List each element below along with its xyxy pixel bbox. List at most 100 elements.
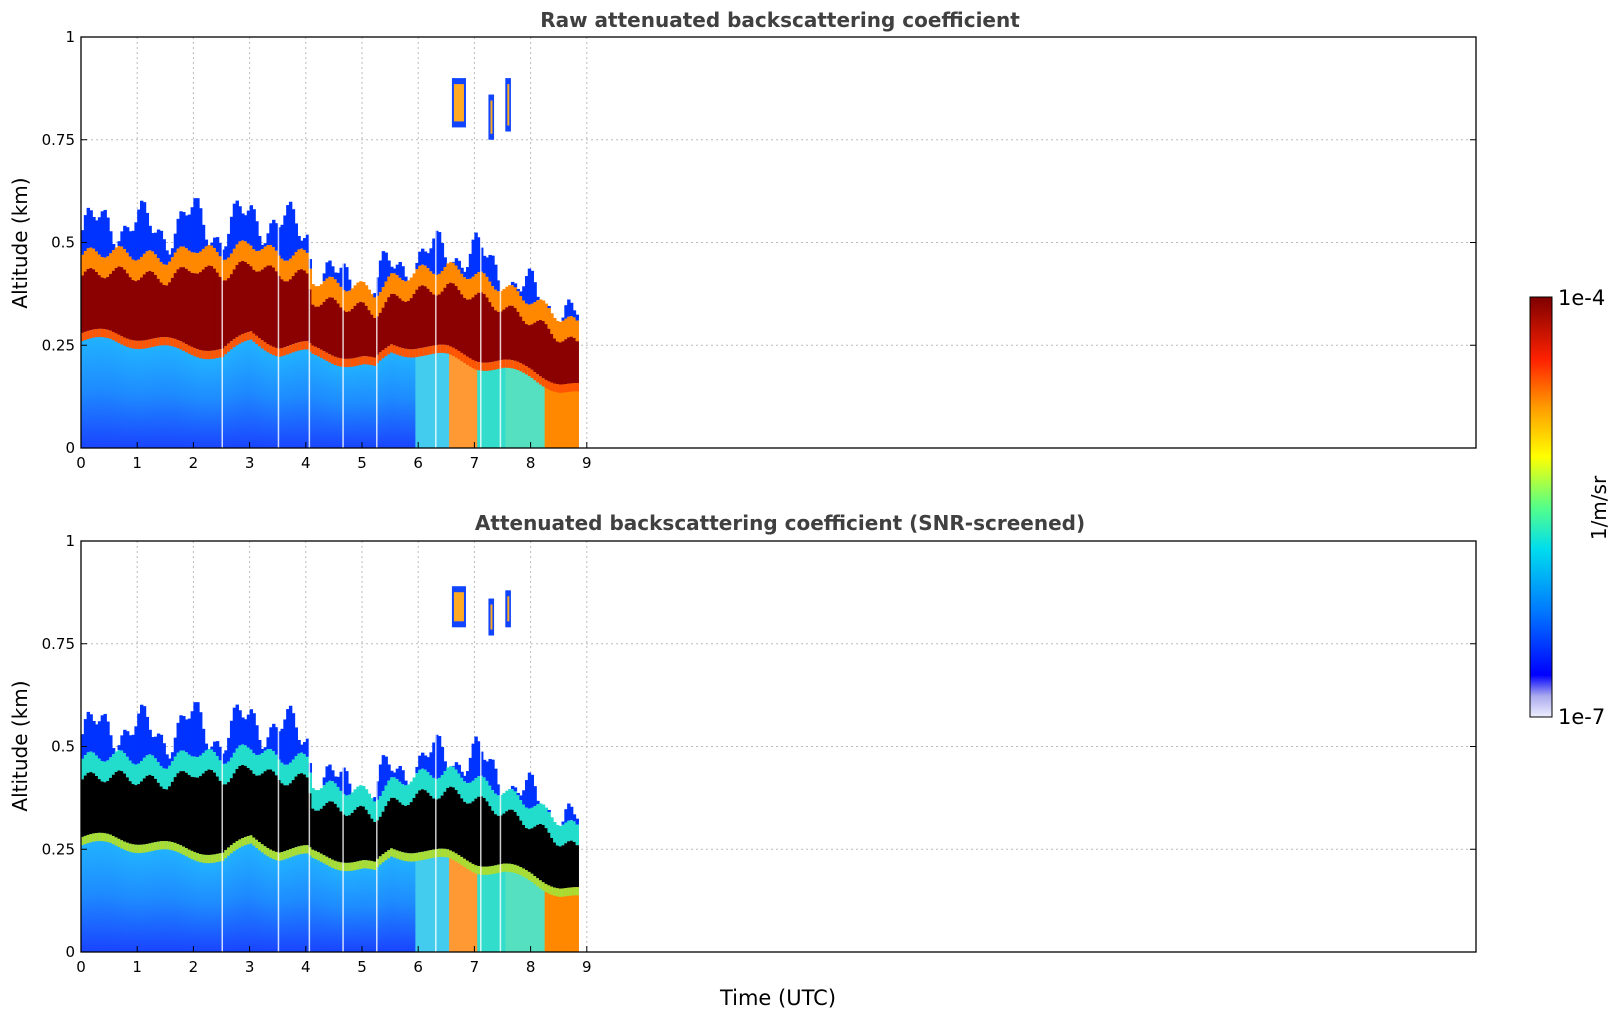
- backscatter-column-base: [468, 862, 473, 871]
- backscatter-column-fringe: [387, 260, 391, 277]
- x-tick-label: 4: [301, 454, 311, 472]
- backscatter-column-transition: [572, 317, 577, 338]
- backscatter-column-transition: [339, 286, 343, 308]
- backscatter-column-low: [151, 842, 155, 952]
- backscatter-column-layer: [446, 283, 450, 346]
- backscatter-column-layer: [297, 773, 301, 847]
- backscatter-column-low: [274, 347, 279, 448]
- data-gap: [221, 201, 223, 448]
- backscatter-column-layer: [182, 267, 186, 343]
- backscatter-column-layer: [277, 276, 282, 349]
- backscatter-column-layer: [280, 279, 284, 349]
- backscatter-column-base: [325, 352, 329, 361]
- backscatter-column-transition: [524, 303, 529, 325]
- backscatter-column-low: [432, 345, 436, 448]
- backscatter-column-low: [120, 336, 124, 448]
- backscatter-column-low: [527, 367, 532, 448]
- backscatter-column-low: [564, 888, 568, 952]
- backscatter-column-base: [173, 338, 178, 348]
- backscatter-column-fringe: [274, 727, 279, 755]
- backscatter-column-layer: [331, 801, 335, 860]
- backscatter-column-layer: [159, 282, 164, 338]
- backscatter-column-base: [213, 350, 217, 359]
- backscatter-column-layer: [114, 771, 119, 838]
- colorbar-scale: [1529, 296, 1553, 718]
- backscatter-column-fringe: [339, 267, 343, 287]
- backscatter-column-base: [81, 332, 85, 342]
- backscatter-column-transition: [463, 277, 467, 298]
- backscatter-column-base: [567, 383, 571, 392]
- backscatter-column-transition: [457, 269, 461, 291]
- backscatter-column-low: [494, 865, 498, 952]
- backscatter-column-layer: [249, 266, 254, 332]
- backscatter-column-transition: [359, 785, 363, 806]
- backscatter-column-fringe: [373, 797, 377, 802]
- backscatter-column-base: [241, 334, 245, 343]
- backscatter-column-base: [350, 862, 355, 871]
- backscatter-column-fringe: [457, 764, 461, 774]
- backscatter-column-transition: [218, 760, 223, 781]
- backscatter-column-layer: [544, 828, 549, 884]
- backscatter-column-low: [404, 348, 408, 448]
- backscatter-column-layer: [561, 341, 565, 385]
- backscatter-column-low: [336, 861, 341, 952]
- backscatter-column-fringe: [567, 803, 571, 821]
- backscatter-column-base: [446, 849, 450, 858]
- backscatter-column-base: [196, 853, 200, 862]
- backscatter-column-layer: [505, 307, 509, 360]
- backscatter-column-layer: [227, 782, 231, 848]
- backscatter-column-low: [333, 356, 338, 448]
- backscatter-column-transition: [187, 754, 192, 776]
- backscatter-column-fringe: [162, 743, 166, 769]
- backscatter-column-low: [378, 352, 383, 448]
- backscatter-column-layer: [224, 280, 228, 346]
- backscatter-column-base: [168, 337, 172, 346]
- backscatter-column-layer: [322, 301, 327, 352]
- backscatter-column-transition: [409, 781, 414, 803]
- backscatter-column-transition: [387, 276, 391, 298]
- x-tick-label: 0: [76, 454, 86, 472]
- backscatter-column-transition: [213, 752, 217, 773]
- backscatter-column-fringe: [89, 714, 93, 752]
- backscatter-column-fringe: [145, 716, 150, 756]
- backscatter-column-low: [415, 348, 419, 448]
- backscatter-column-fringe: [524, 780, 529, 808]
- backscatter-column-layer: [263, 267, 268, 343]
- backscatter-column-fringe: [252, 713, 256, 754]
- backscatter-column-base: [555, 888, 560, 897]
- backscatter-column-transition: [302, 249, 307, 271]
- backscatter-column-base: [173, 842, 178, 852]
- backscatter-column-low: [488, 362, 492, 448]
- backscatter-column-transition: [89, 247, 93, 269]
- backscatter-column-transition: [117, 245, 121, 267]
- backscatter-column-transition: [193, 756, 197, 778]
- backscatter-column-layer: [109, 273, 113, 331]
- backscatter-column-transition: [283, 260, 287, 282]
- backscatter-column-low: [446, 345, 450, 448]
- backscatter-column-fringe: [190, 711, 194, 757]
- backscatter-column-base: [95, 328, 99, 338]
- backscatter-column-transition: [435, 778, 439, 800]
- backscatter-column-layer: [477, 796, 481, 867]
- backscatter-column-fringe: [533, 786, 537, 807]
- backscatter-column-base: [297, 342, 301, 351]
- backscatter-column-low: [569, 383, 574, 448]
- backscatter-column-base: [477, 362, 481, 371]
- backscatter-column-base: [502, 359, 506, 368]
- backscatter-column-base: [336, 861, 341, 870]
- backscatter-column-transition: [415, 269, 419, 290]
- backscatter-column-layer: [305, 777, 310, 846]
- backscatter-column-fringe: [494, 264, 498, 290]
- backscatter-column-transition: [446, 263, 450, 284]
- data-gap: [277, 705, 280, 952]
- backscatter-column-base: [187, 849, 192, 858]
- backscatter-column-low: [196, 349, 200, 448]
- backscatter-column-base: [302, 341, 307, 350]
- backscatter-column-layer: [156, 278, 161, 338]
- data-gap: [308, 201, 311, 448]
- backscatter-column-layer: [553, 842, 557, 888]
- backscatter-column-fringe: [140, 200, 144, 257]
- backscatter-column-low: [502, 359, 506, 448]
- backscatter-column-base: [533, 876, 537, 885]
- backscatter-column-fringe: [154, 232, 158, 255]
